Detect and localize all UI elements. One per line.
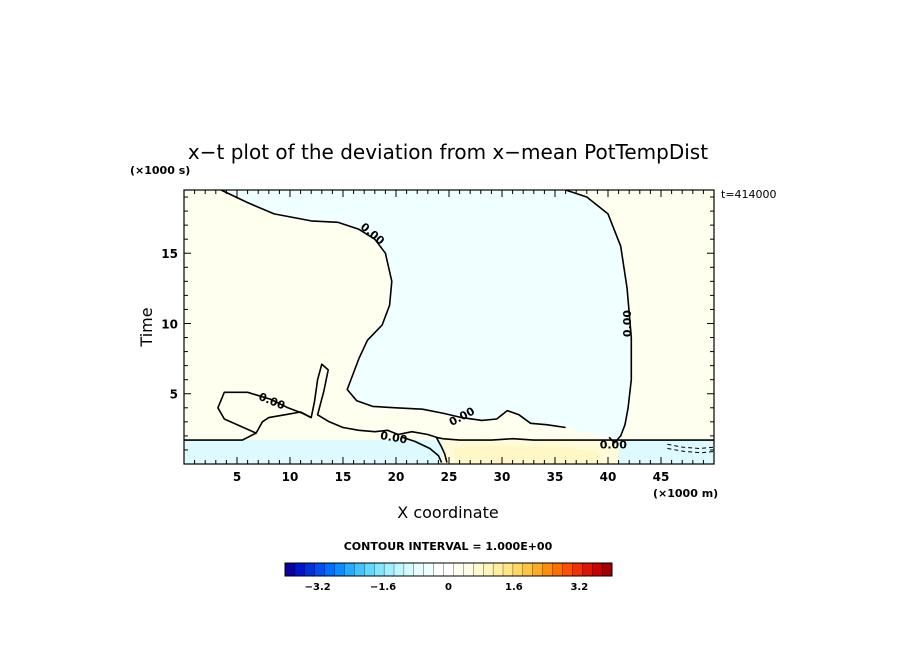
colorbar-swatch [562, 562, 573, 577]
colorbar-frame [284, 562, 613, 577]
colorbar-swatch [344, 562, 355, 577]
colorbar-tick-label: 3.2 [570, 582, 588, 593]
contour-line-zero-contour-lower-left [184, 363, 443, 441]
colorbar-swatch [502, 562, 514, 577]
colorbar-swatch [483, 562, 494, 577]
colorbar-tick-label: 0 [445, 582, 452, 593]
colorbar-swatch [314, 562, 326, 577]
colorbar-swatch [334, 562, 345, 577]
x-tick-label: 15 [335, 470, 352, 484]
contour-label-4: 0.00 [379, 429, 408, 447]
contour-line-zero-contour-lower-dip [402, 436, 443, 463]
colorbar-swatch [284, 562, 296, 577]
y-tick-label: 15 [161, 247, 178, 261]
colorbar-swatch [383, 562, 395, 577]
plot-fill-layer: 0.000.000.000.000.00 0.00 [184, 190, 714, 464]
colorbar-swatch [572, 562, 583, 577]
colorbar-swatch [532, 562, 544, 577]
x-tick-label: 5 [233, 470, 241, 484]
colorbar-swatch [403, 562, 415, 577]
colorbar-swatch [324, 562, 335, 577]
x-unit-label: (×1000 m) [653, 487, 718, 500]
colorbar-swatch [423, 562, 435, 577]
y-tick-label: 5 [170, 388, 178, 402]
colorbar-swatch [393, 562, 405, 577]
contour-line-dashed-contour-right-lower [667, 448, 714, 454]
x-tick-label: 25 [441, 470, 458, 484]
colorbar-swatch [294, 562, 306, 577]
colorbar-swatch [304, 562, 316, 577]
colorbar-swatch [522, 562, 534, 577]
contour-line-zero-contour-lower-dip-2 [435, 436, 448, 463]
colorbar-tick-label: −1.6 [370, 582, 396, 593]
colorbar-swatch [453, 562, 464, 577]
x-tick-label: 45 [653, 470, 670, 484]
colorbar-tick-label: 1.6 [505, 582, 523, 593]
contour-line-dashed-contour-right [667, 443, 714, 449]
colorbar-tick-label: −3.2 [305, 582, 331, 593]
contour-line-zero-contour-warm-strip-top [442, 437, 714, 441]
colorbar-swatch [364, 562, 375, 577]
colorbar-swatch [413, 562, 425, 577]
colorbar-swatch [601, 562, 613, 577]
colorbar-swatch [492, 562, 504, 577]
colorbar-swatch [592, 562, 603, 577]
y-unit-label: (×1000 s) [130, 164, 190, 177]
colorbar-swatch [512, 562, 524, 577]
colorbar: −3.2 −1.6 0 1.6 3.2 [284, 562, 613, 593]
colorbar-swatch [463, 562, 474, 577]
x-tick-label: 30 [494, 470, 511, 484]
colorbar-swatch [552, 562, 563, 577]
plot-area: 0.000.000.000.000.00 0.005 10 15 20 25 30 35 40 4… [161, 189, 715, 484]
x-tick-label: 20 [388, 470, 405, 484]
y-axis-label: Time [137, 307, 156, 347]
contour-interval-label: CONTOUR INTERVAL = 1.000E+00 [344, 540, 553, 553]
contour-line-zero-contour-right [565, 190, 633, 444]
contour-line-zero-contour-bump-left [217, 391, 312, 434]
colorbar-swatch [443, 562, 454, 577]
colorbar-swatch [374, 562, 385, 577]
fill-region-upper-cold [221, 190, 632, 443]
x-tick-label: 10 [282, 470, 299, 484]
colorbar-swatch [542, 562, 553, 577]
colorbar-swatch [473, 562, 484, 577]
contour-label-5: 0.00 [600, 438, 627, 451]
colorbar-swatch [354, 562, 365, 577]
x-tick-label: 35 [547, 470, 564, 484]
y-tick-label: 10 [161, 317, 178, 331]
contour-line-zero-contour-upper-left [220, 190, 566, 429]
chart-title: x−t plot of the deviation from x−mean Po… [188, 140, 708, 164]
colorbar-swatch [582, 562, 593, 577]
colorbar-swatch [433, 562, 444, 577]
x-tick-label: 40 [600, 470, 617, 484]
fill-region-bottom-warm [454, 445, 603, 464]
time-stamp-label: t=414000 [721, 188, 777, 201]
contour-label-2: 0.00 [621, 310, 634, 337]
x-axis-label: X coordinate [397, 503, 498, 522]
